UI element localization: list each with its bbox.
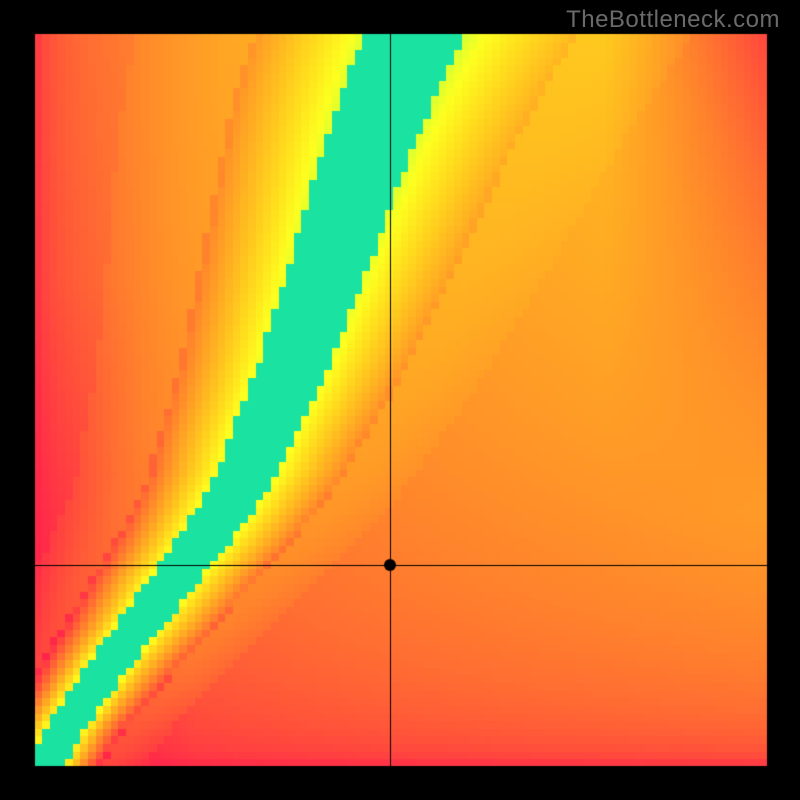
watermark-text: TheBottleneck.com xyxy=(566,6,780,34)
heatmap-canvas xyxy=(0,0,800,800)
chart-container: TheBottleneck.com xyxy=(0,0,800,800)
